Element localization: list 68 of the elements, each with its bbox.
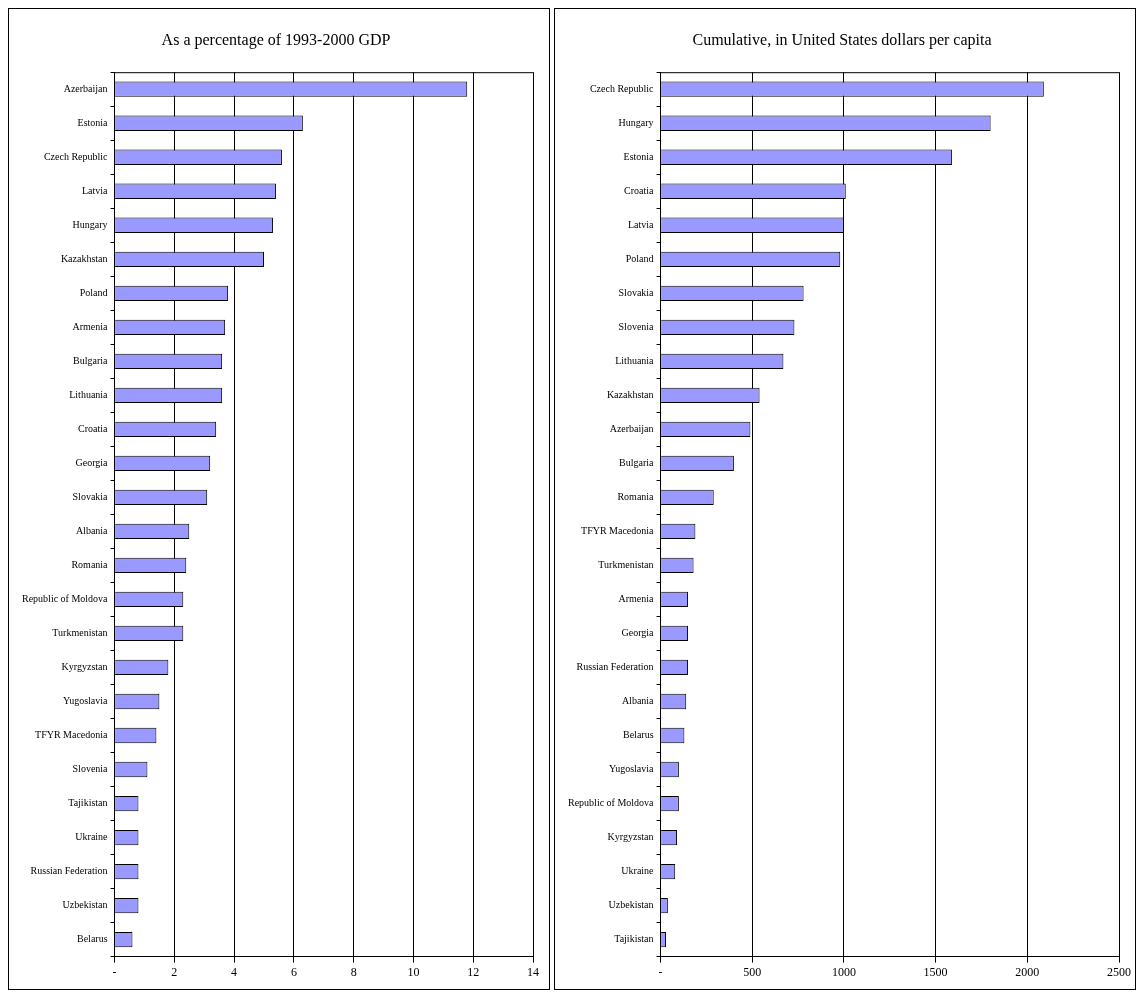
y-tick-label: Slovenia (618, 320, 655, 332)
y-tick-label: Russian Federation (576, 661, 654, 673)
y-tick-label: Albania (75, 525, 109, 537)
x-tick-label: 2000 (1015, 964, 1040, 979)
y-tick-label: Georgia (621, 627, 655, 639)
y-tick-label: Croatia (78, 422, 109, 434)
y-tick-label: Slovakia (618, 286, 655, 298)
y-tick-label: Republic of Moldova (568, 797, 655, 809)
y-tick-label: Armenia (618, 593, 655, 605)
y-tick-label: Kazakhstan (60, 252, 108, 264)
y-tick-label: Czech Republic (43, 150, 109, 162)
y-tick-label: Poland (79, 286, 108, 298)
y-tick-label: Lithuania (615, 354, 655, 366)
y-tick-label: Ukraine (621, 865, 655, 877)
x-tick-label: 4 (231, 964, 238, 979)
y-tick-label: Uzbekistan (608, 899, 654, 911)
y-tick-label: Slovakia (72, 491, 109, 503)
x-tick-label: 8 (350, 964, 357, 979)
y-tick-label: Georgia (75, 457, 109, 468)
x-tick-label: 2500 (1107, 964, 1131, 979)
y-tick-label: Tajikistan (68, 797, 108, 809)
y-tick-label: Russian Federation (30, 865, 108, 877)
chart-title: Cumulative, in United States dollars per capita (692, 30, 992, 49)
y-tick-label: Belarus (77, 933, 108, 945)
y-tick-label: Poland (625, 252, 654, 264)
x-tick-label: 6 (290, 964, 297, 979)
y-tick-label: Turkmenistan (52, 627, 108, 639)
y-tick-label: Bulgaria (619, 457, 655, 468)
y-tick-label: Hungary (618, 116, 654, 128)
y-tick-label: Uzbekistan (62, 899, 108, 911)
y-tick-label: Azerbaijan (609, 422, 654, 434)
y-tick-label: Latvia (628, 218, 655, 230)
y-tick-label: Turkmenistan (598, 559, 654, 571)
y-tick-label: Yugoslavia (609, 763, 655, 775)
y-tick-label: Tajikistan (614, 933, 654, 945)
y-tick-label: Albania (621, 695, 655, 707)
y-tick-label: Hungary (72, 218, 108, 230)
y-tick-label: Romania (617, 491, 655, 503)
y-tick-label: Romania (71, 559, 109, 571)
y-tick-label: Latvia (82, 184, 109, 196)
y-tick-label: Republic of Moldova (22, 593, 109, 605)
y-tick-label: Lithuania (69, 388, 109, 400)
y-tick-label: Belarus (623, 729, 654, 741)
y-tick-label: Kyrgyzstan (607, 831, 654, 843)
x-tick-label: 1000 (831, 964, 856, 979)
y-tick-label: Estonia (623, 150, 655, 162)
y-tick-label: TFYR Macedonia (35, 729, 109, 741)
x-tick-label: 10 (407, 964, 420, 979)
y-tick-label: Kazakhstan (606, 388, 654, 400)
y-tick-label: Estonia (77, 116, 109, 128)
x-tick-label: - (658, 964, 663, 979)
x-tick-label: 12 (467, 964, 480, 979)
y-tick-label: Croatia (624, 184, 655, 196)
y-tick-label: Ukraine (75, 831, 109, 843)
y-tick-label: Yugoslavia (63, 695, 109, 707)
chart-title: As a percentage of 1993-2000 GDP (161, 30, 391, 49)
y-tick-label: Kyrgyzstan (61, 661, 108, 673)
y-tick-label: Armenia (72, 320, 109, 332)
x-tick-label: 1500 (923, 964, 948, 979)
y-tick-label: Azerbaijan (63, 82, 108, 94)
y-tick-label: Slovenia (72, 763, 109, 775)
x-tick-label: - (112, 964, 117, 979)
y-tick-label: Bulgaria (73, 354, 109, 366)
y-tick-label: Czech Republic (589, 82, 655, 94)
x-tick-label: 2 (171, 964, 178, 979)
y-tick-label: TFYR Macedonia (581, 525, 655, 537)
x-tick-label: 14 (527, 964, 539, 979)
x-tick-label: 500 (743, 964, 762, 979)
